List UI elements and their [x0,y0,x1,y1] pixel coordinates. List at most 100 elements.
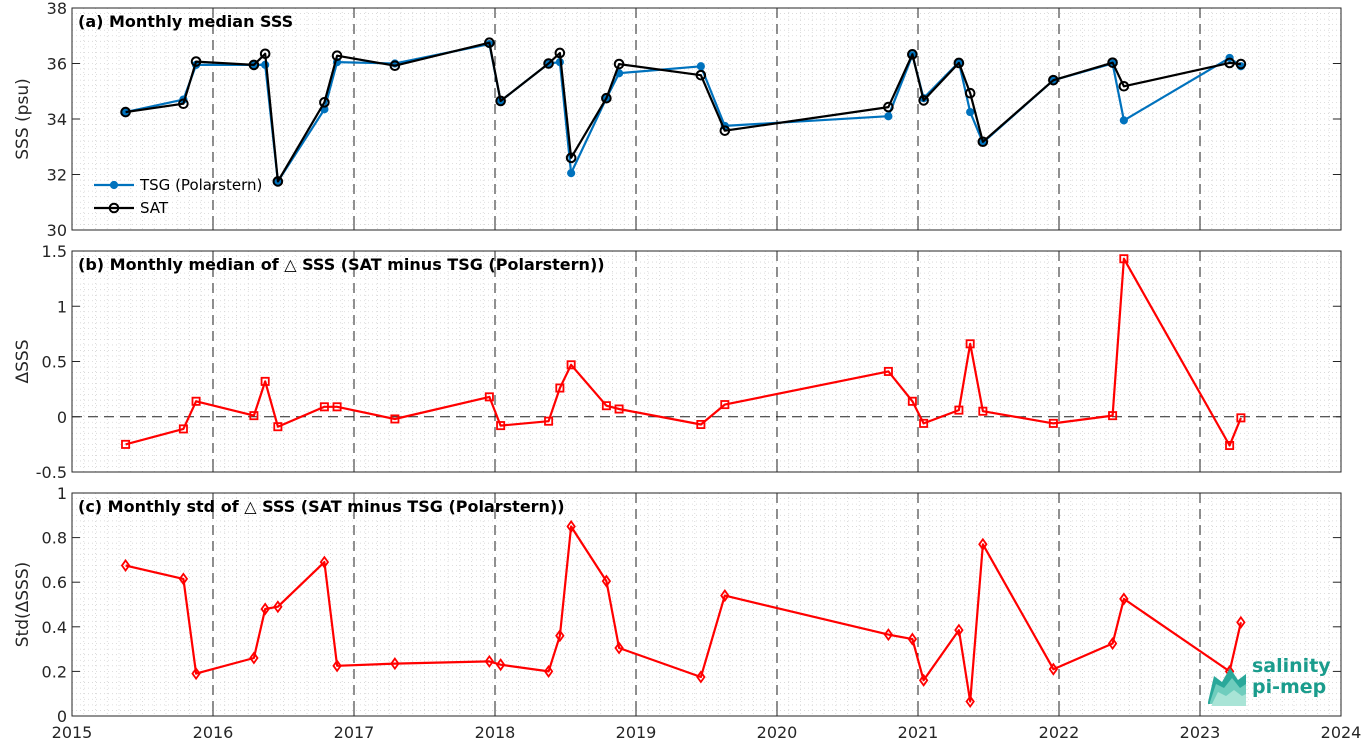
data-point [319,555,330,569]
x-tick-label: 2016 [193,723,234,742]
x-tick-label: 2024 [1321,723,1362,742]
y-tick-label: 0 [57,707,67,726]
data-point [249,411,259,421]
data-point [566,360,576,370]
data-point [120,558,131,573]
data-point [1236,615,1246,629]
data-point [907,396,917,406]
data-point [260,602,270,616]
major-grid [212,251,1201,472]
legend-marker [109,180,119,190]
x-tick-label: 2021 [898,723,939,742]
data-point [260,376,270,386]
data-point [191,667,201,681]
data-point [332,659,342,673]
data-point [977,136,989,148]
y-tick-label: 0 [57,408,67,427]
data-point [965,694,975,709]
major-grid [212,8,1201,230]
data-point [614,641,624,655]
axes-box [71,492,1342,717]
y-tick-label: 30 [47,221,67,240]
x-tick-label: 2019 [616,723,657,742]
legend-label: TSG (Polarstern) [139,176,262,194]
data-point [1119,254,1129,264]
data-point [390,414,400,424]
data-point [484,392,494,402]
data-point [249,651,259,665]
salinity-pi-mep-logo: salinity pi-mep [1204,656,1334,708]
data-point [1119,592,1129,606]
data-point [389,60,401,72]
data-point [319,97,330,108]
data-point [554,47,566,59]
series-sat [120,37,1247,187]
data-point [613,58,625,70]
series-line [125,41,1242,183]
data-point [696,62,705,71]
data-point [1108,411,1118,421]
y-tick-label: 1 [57,484,67,503]
x-tick-label: 2015 [52,723,93,742]
y-axis-label: SSS (psu) [13,78,33,159]
data-point [272,176,284,187]
data-point [720,400,730,410]
data-point [555,383,565,393]
data-point [259,48,271,60]
x-tick-label: 2022 [1039,723,1080,742]
data-point [544,416,554,426]
data-point [390,657,400,671]
plot-area [72,493,1341,716]
data-point [601,92,612,104]
x-tick-label: 2017 [334,723,375,742]
data-point [248,59,260,71]
x-tick-label: 2023 [1180,723,1221,742]
data-point [1224,57,1235,69]
minor-grid [72,251,1341,472]
data-point [883,366,893,376]
data-point [567,169,576,178]
data-point [331,50,343,62]
data-point [918,673,929,687]
data-point [191,396,201,406]
data-point [696,670,706,684]
y-tick-label: 1 [57,297,67,316]
data-point [614,404,624,414]
data-point [918,95,929,106]
panel-title: (c) Monthly std of △ SSS (SAT minus TSG … [78,497,565,516]
data-point [555,629,565,643]
panel-a-median-sss: 30 32 34 36 38 SSS (psu) (a) Monthly median SS… [13,0,1342,240]
data-point [565,152,577,164]
y-tick-label: 34 [47,110,67,129]
data-point [954,623,964,637]
data-point [319,402,329,412]
data-point [495,95,506,107]
y-tick-label: 0.5 [42,353,67,372]
x-tick-label: 2020 [757,723,798,742]
data-point [883,628,894,642]
data-point [964,87,976,99]
data-point [495,658,506,672]
y-tick-label: 1.5 [42,242,67,261]
data-point [884,112,893,121]
minor-grid [72,8,1341,230]
data-point [484,654,495,668]
data-point [965,339,975,349]
data-point [121,439,131,449]
y-tick-label: 0.4 [42,618,67,637]
major-grid [212,493,1201,716]
data-point [696,419,706,429]
data-point [543,664,554,678]
panel-title: (a) Monthly median SSS [78,12,293,31]
y-tick-label: 0.6 [42,573,67,592]
data-point [178,572,189,586]
data-point [978,537,988,551]
data-point [178,98,189,110]
data-point [1225,440,1235,450]
legend-marker [108,202,120,214]
data-point [273,600,283,614]
data-point [543,58,554,69]
data-point [953,57,965,69]
data-point [120,106,131,118]
